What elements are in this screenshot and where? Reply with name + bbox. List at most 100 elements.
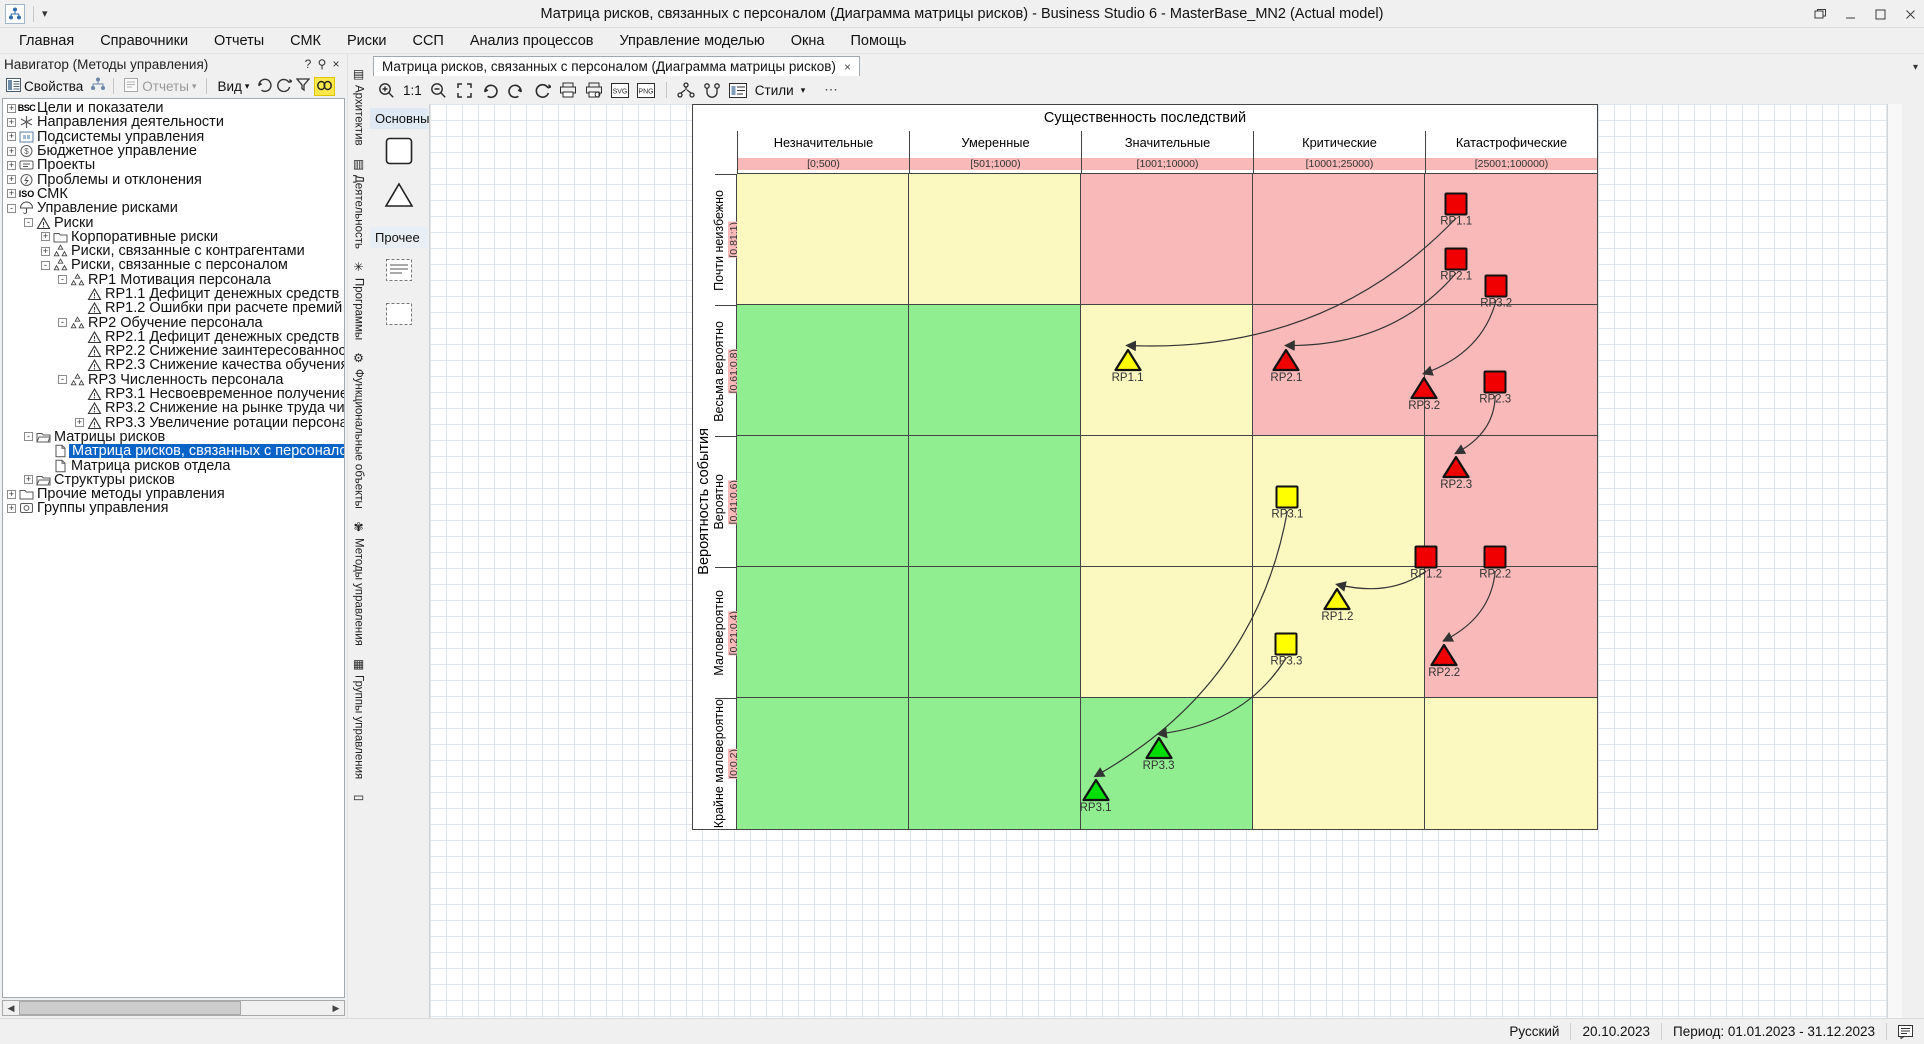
menu-ssp[interactable]: ССП [412,32,444,49]
tree-expander[interactable]: - [5,202,18,215]
tabs-overflow-caret[interactable]: ▾ [1912,62,1918,73]
menu-glavnaya[interactable]: Главная [19,32,75,49]
list-icon[interactable] [729,81,748,100]
hierarchy-icon[interactable] [90,77,106,95]
zoom-out-icon[interactable] [429,81,448,100]
sidetab-arhitektiv[interactable]: ▤ Архитектив [351,64,367,149]
menu-smk[interactable]: СМК [290,32,322,49]
risk-marker-RP3-1[interactable]: RP3.1 [1080,778,1112,814]
matrix-cell[interactable] [909,174,1081,305]
print-icon[interactable] [559,81,578,100]
tree-item[interactable]: + Структуры рисков [3,473,344,487]
sidetab-metody[interactable]: ✾ Методы управления [351,517,367,649]
tree-item[interactable]: + $ Бюджетное управление [3,144,344,158]
navigator-hscrollbar[interactable]: ◀ ▶ [2,1000,345,1016]
menu-upravlenie[interactable]: Управление моделью [619,32,765,49]
tree-item[interactable]: + Проекты [3,158,344,173]
tree-expander[interactable]: + [7,116,16,127]
tree-item[interactable]: - Риски, связанные с персоналом [3,258,344,273]
redo-icon[interactable] [507,81,526,100]
risk-marker-RP3-1[interactable]: RP3.1 [1271,485,1303,521]
tree-expander[interactable]: + [24,474,33,485]
menu-pomosch[interactable]: Помощь [850,32,907,49]
matrix-cell[interactable] [1425,698,1597,829]
square-shape[interactable] [382,134,416,168]
tree-item[interactable]: RP3.1 Несвоевременное получение информац… [3,387,344,401]
properties-button[interactable]: Свойства [3,77,86,96]
tree-item[interactable]: + Группы управления [3,501,344,516]
matrix-cell[interactable] [1425,305,1597,436]
matrix-cell[interactable] [1425,436,1597,567]
risk-marker-RP1-2[interactable]: RP1.2 [1321,587,1353,623]
png-export-icon[interactable]: PNG [637,81,656,100]
tree-expander[interactable]: + [7,159,16,170]
matrix-cell[interactable] [737,436,909,567]
tree-expander[interactable]: - [39,259,52,272]
tree-item[interactable]: + Корпоративные риски [3,230,344,244]
matrix-cell[interactable] [1081,305,1253,436]
svg-export-icon[interactable]: SVG [611,81,630,100]
quick-access-caret[interactable]: ▾ [42,8,48,20]
tree-expander[interactable]: + [75,417,84,428]
notes-icon[interactable] [1886,1023,1924,1040]
menu-spravochniki[interactable]: Справочники [100,32,189,49]
tree-item[interactable]: RP1.2 Ошибки при расчете премий [3,301,344,316]
matrix-cell[interactable] [737,305,909,436]
align-icon[interactable] [677,81,696,100]
risk-marker-RP2-2[interactable]: RP2.2 [1428,643,1460,679]
sidetab-programmy[interactable]: ✳ Программы [351,257,367,343]
view-caret[interactable]: ▾ [244,80,250,91]
tree-item[interactable]: + Подсистемы управления [3,129,344,144]
matrix-cell[interactable] [1253,698,1425,829]
toolbar-overflow[interactable]: ⋯ [824,82,838,97]
minimize-icon[interactable] [1842,6,1858,22]
scroll-right-icon[interactable]: ▶ [332,1002,340,1013]
tree-expander[interactable]: + [7,131,16,142]
matrix-cell[interactable] [737,698,909,829]
matrix-cell[interactable] [1081,567,1253,698]
menu-okna[interactable]: Окна [790,32,825,49]
triangle-shape[interactable] [382,178,416,212]
tree-item[interactable]: + Прочие методы управления [3,487,344,501]
refresh-icon[interactable] [533,81,552,100]
restore-down-icon[interactable] [1812,6,1828,22]
matrix-cell[interactable] [737,567,909,698]
menu-otchety[interactable]: Отчеты [214,32,265,49]
tree-expander[interactable]: + [7,102,16,113]
tree-item[interactable]: + RP3.3 Увеличение ротации персонала [3,415,344,430]
palette-group-other[interactable]: Прочее [370,227,428,248]
close-button[interactable]: × [332,57,340,71]
tree-expander[interactable]: + [7,145,16,156]
sidetab-deyatelnost[interactable]: ▥ Деятельность [351,154,367,252]
close-icon[interactable] [1902,6,1918,22]
undo-icon[interactable] [481,81,500,100]
connect-icon[interactable] [703,81,722,100]
tree-expander[interactable]: + [41,231,50,242]
tree-item[interactable]: + BSC Цели и показатели [3,101,344,115]
tree-expander[interactable]: - [22,430,35,443]
risk-marker-RP3-3[interactable]: RP3.3 [1143,736,1175,772]
risk-marker-RP2-1[interactable]: RP2.1 [1440,247,1472,283]
undo-icon[interactable] [256,77,273,96]
tree-item[interactable]: - Управление рисками [3,201,344,215]
print-preview-icon[interactable] [585,81,604,100]
tree-expander[interactable]: + [7,174,16,185]
help-button[interactable]: ? [304,57,312,71]
matrix-cell[interactable] [1253,174,1425,305]
matrix-cell[interactable] [737,174,909,305]
sidetab-panel[interactable]: ▭ [351,787,366,807]
scroll-thumb[interactable] [19,1001,242,1015]
filter-icon[interactable] [296,77,311,96]
tree-item[interactable]: RP1.1 Дефицит денежных средств на матери… [3,287,344,301]
risk-marker-RP1-1[interactable]: RP1.1 [1112,348,1144,384]
tree-expander[interactable]: + [7,188,16,199]
canvas-vscrollbar[interactable] [1887,104,1902,1018]
navigator-tree-container[interactable]: + BSC Цели и показатели + Направления деятел… [2,98,345,998]
reports-button[interactable]: Отчеты ▾ [121,77,199,96]
matrix-cells[interactable]: RP1.1 RP2.1 RP3.2 RP1.1 RP2.1 RP3.2 RP2.3 RP2.3… [737,174,1597,829]
matrix-cell[interactable] [909,305,1081,436]
risk-marker-RP2-3[interactable]: RP2.3 [1440,455,1472,491]
tree-item[interactable]: RP2.1 Дефицит денежных средств на обучен… [3,330,344,344]
risk-marker-RP3-2[interactable]: RP3.2 [1480,274,1512,310]
menu-riski[interactable]: Риски [347,32,387,49]
